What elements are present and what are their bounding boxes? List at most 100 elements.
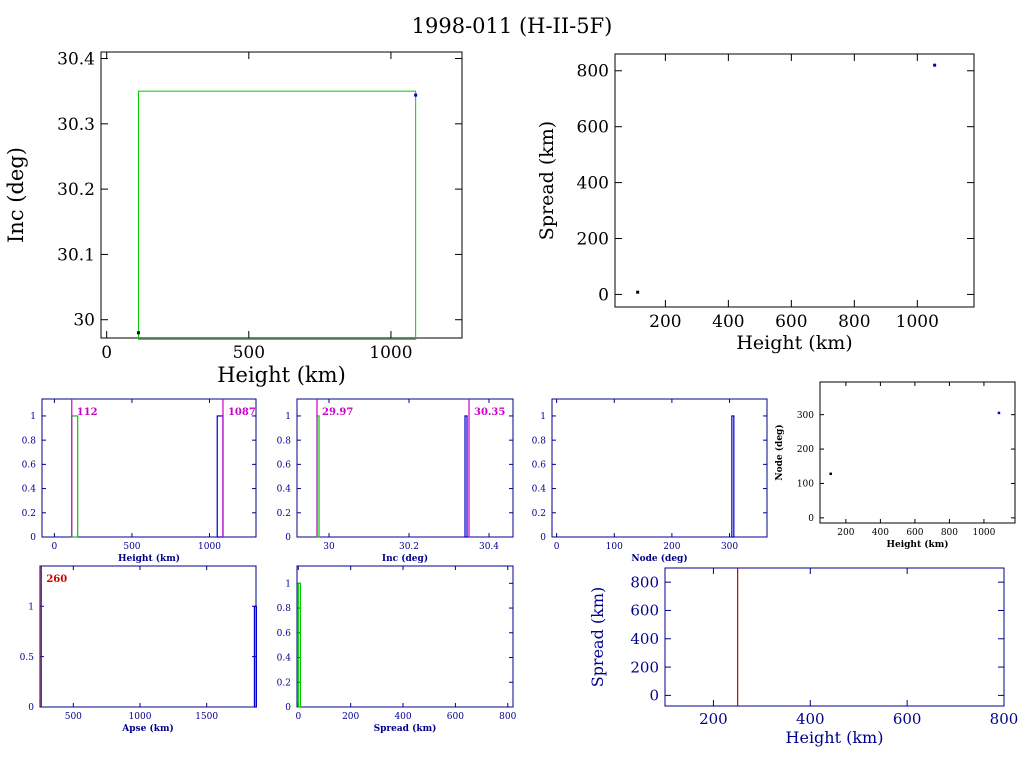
y-tick-label: 0 [598, 285, 609, 305]
y-tick-label: 0.6 [277, 461, 292, 471]
x-tick-label: 400 [872, 528, 889, 538]
plot-frame [551, 398, 768, 538]
y-tick-label: 600 [577, 118, 609, 138]
y-tick-label: 200 [630, 658, 659, 676]
y-tick-label: 0.6 [532, 461, 547, 471]
x-tick-label: 30.4 [479, 542, 499, 552]
node-histogram-panel: 0 100 200 300 0 0.2 0.4 0.6 0.8 1 Node (deg) [532, 398, 768, 564]
y-tick-label: 0.2 [277, 678, 291, 688]
x-tick-label: 1000 [972, 528, 995, 538]
y-tick-label: 0.4 [22, 485, 37, 495]
inc-vs-height-panel: 0 500 1000 30 30.1 30.2 30.3 30.4 Height (km) Inc… [4, 49, 463, 387]
y-tick-label: 600 [630, 602, 659, 620]
x-tick-label: 600 [775, 312, 807, 332]
y-tick-label: 0.4 [277, 485, 292, 495]
x-tick-label: 800 [990, 710, 1019, 728]
apse-histogram-panel: 500 1000 1500 0 0.5 1 Apse (km) 260 [20, 565, 257, 734]
x-tick-label: 400 [394, 712, 411, 722]
height-histogram-panel: 0 500 1000 0 0.2 0.4 0.6 0.8 1 Height (km) 112 1087 [22, 398, 257, 564]
x-axis-label: Height (km) [786, 728, 884, 747]
x-tick-label: 0 [101, 343, 112, 363]
x-tick-label: 1000 [198, 542, 221, 552]
x-tick-label: 600 [893, 710, 922, 728]
y-tick-label: 0.4 [532, 485, 547, 495]
y-tick-label: 0.8 [532, 436, 547, 446]
plot-frame [819, 381, 1016, 524]
spread-vs-height-small-panel: 200 400 600 800 0 200 400 600 800 Height (km) Spre… [588, 567, 1019, 747]
x-tick-label: 600 [447, 712, 464, 722]
marker-label: 112 [77, 407, 98, 418]
histogram-bar [253, 605, 257, 708]
y-tick-label: 400 [577, 174, 609, 194]
x-tick-label: 30.2 [399, 542, 419, 552]
data-point [997, 411, 1001, 415]
x-tick-label: 300 [721, 542, 738, 552]
plot-frame [41, 398, 257, 538]
x-tick-label: 800 [941, 528, 958, 538]
y-tick-label: 1 [540, 412, 546, 422]
x-tick-label: 100 [606, 542, 623, 552]
data-point [137, 331, 141, 335]
y-tick-label: 30.4 [57, 49, 95, 69]
x-axis-label: Apse (km) [121, 723, 173, 734]
y-tick-label: 800 [630, 573, 659, 591]
y-tick-label: 0 [30, 533, 36, 543]
y-tick-label: 0 [540, 533, 546, 543]
x-axis-label: Spread (km) [374, 723, 437, 734]
x-tick-label: 200 [342, 712, 359, 722]
data-point [933, 63, 937, 67]
y-tick-label: 30 [73, 311, 95, 331]
y-tick-label: 0 [808, 514, 814, 524]
y-tick-label: 800 [577, 62, 609, 82]
x-axis-label: Height (km) [217, 363, 346, 387]
histogram-bar [464, 415, 468, 538]
x-tick-label: 200 [699, 710, 728, 728]
x-tick-label: 200 [649, 312, 681, 332]
data-point [829, 472, 832, 476]
x-tick-label: 400 [796, 710, 825, 728]
x-axis-label: Height (km) [736, 332, 852, 354]
plot-frame [296, 398, 514, 538]
y-tick-label: 1 [28, 602, 34, 612]
y-tick-label: 0 [285, 533, 291, 543]
figure-title: 1998-011 (H-II-5F) [411, 14, 613, 38]
plot-frame [614, 53, 975, 308]
x-tick-label: 500 [233, 343, 265, 363]
x-tick-label: 200 [837, 528, 854, 538]
x-axis-label: Node (deg) [631, 553, 687, 564]
x-tick-label: 0 [52, 542, 58, 552]
y-tick-label: 0 [28, 703, 34, 713]
marker-label: 30.35 [474, 407, 505, 418]
y-tick-label: 0.2 [277, 509, 291, 519]
spread-histogram-panel: 0 200 400 600 800 0 0.2 0.4 0.6 0.8 1 Spread (km) [277, 565, 517, 734]
y-tick-label: 30.2 [57, 180, 95, 200]
y-tick-label: 0 [285, 703, 291, 713]
y-tick-label: 1 [30, 412, 36, 422]
x-tick-label: 0 [554, 542, 560, 552]
y-axis-label: Node (deg) [774, 424, 785, 480]
plot-frame [664, 567, 1005, 707]
x-tick-label: 800 [499, 712, 516, 722]
data-point [414, 93, 418, 97]
x-tick-label: 1500 [195, 712, 218, 722]
y-tick-label: 300 [797, 411, 814, 421]
y-tick-label: 0.8 [22, 436, 37, 446]
x-tick-label: 800 [838, 312, 870, 332]
node-vs-height-panel: 200 400 600 800 1000 0 100 200 300 Height (km) Nod… [774, 381, 1016, 550]
plot-frame [39, 565, 257, 708]
y-tick-label: 0.8 [277, 436, 292, 446]
y-axis-label: Spread (km) [588, 587, 607, 688]
y-tick-label: 30.3 [57, 115, 95, 135]
y-axis-label: Spread (km) [536, 121, 558, 240]
x-tick-label: 500 [65, 712, 82, 722]
x-axis-label: Height (km) [886, 539, 948, 550]
x-tick-label: 600 [906, 528, 923, 538]
inc-histogram-panel: 30 30.2 30.4 0 0.2 0.4 0.6 0.8 1 Inc (deg) 29.97 30… [277, 398, 514, 564]
marker-label: 1087 [228, 407, 256, 418]
y-tick-label: 200 [577, 229, 609, 249]
y-tick-label: 0.8 [277, 604, 292, 614]
marker-label: 29.97 [322, 407, 353, 418]
plot-frame [100, 51, 463, 339]
